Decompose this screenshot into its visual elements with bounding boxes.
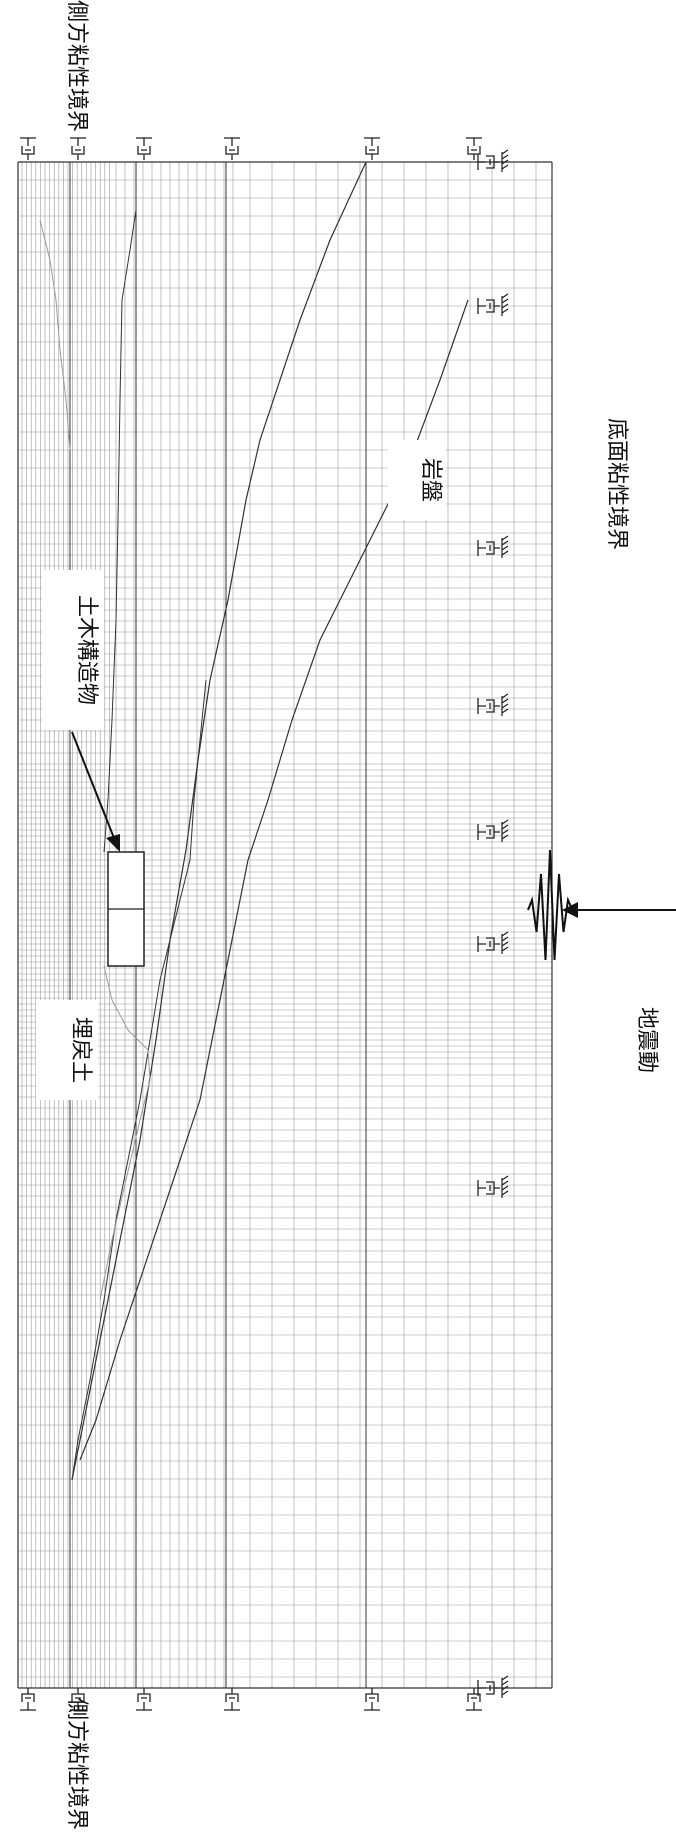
backfill-interface-lower [71,679,207,1481]
viscous-dashpot-icon [477,698,500,714]
structure-label: 土木構造物 [74,595,99,705]
viscous-dashpot-icon [224,137,240,160]
structure-label-box: 土木構造物 [42,570,104,730]
rock-interface-curve-2 [79,299,469,1461]
viscous-dashpot-icon [477,1180,500,1196]
viscous-dashpot-icon [466,1688,482,1711]
viscous-boundary-dashpots [20,137,509,1711]
viscous-dashpot-icon [477,540,500,556]
ground-hatch-icon [501,293,509,316]
viscous-dashpot-icon [477,154,500,170]
viscous-dashpot-icon [477,936,500,952]
ground-hatch-icon [501,819,509,842]
bedrock-label-box: 岩盤 [388,440,446,520]
viscous-dashpot-icon [477,1680,500,1696]
viscous-dashpot-icon [70,137,86,160]
side-boundary-label-bottom: 側方粘性境界 [64,1698,89,1830]
side-boundary-label-top: 側方粘性境界 [64,0,89,132]
viscous-dashpot-icon [70,1688,86,1711]
viscous-dashpot-icon [364,137,380,160]
fem-mesh [17,161,553,1689]
viscous-dashpot-icon [477,298,500,314]
ground-hatch-icon [501,535,509,558]
ground-motion-label: 地震動 [634,1007,659,1073]
backfill-interface-thin [99,965,151,1301]
backfill-label-box: 埋戻土 [36,1000,98,1100]
layer-boundary-curves [39,161,469,1481]
seismic-wave-icon [527,849,676,961]
backfill-interface-top [103,162,137,853]
bottom-boundary-label: 底面粘性境界 [604,418,629,550]
viscous-dashpot-icon [20,1688,36,1711]
bedrock-label: 岩盤 [418,458,443,502]
viscous-dashpot-icon [477,824,500,840]
viscous-dashpot-icon [466,137,482,160]
arrow-icon [71,731,120,852]
civil-structure [107,851,145,967]
viscous-dashpot-icon [364,1688,380,1711]
ground-hatch-icon [501,149,509,172]
ground-hatch-icon [501,931,509,954]
surface-thin-curve [39,219,71,451]
viscous-dashpot-icon [136,1688,152,1711]
backfill-label: 埋戻土 [68,1017,93,1083]
viscous-dashpot-icon [224,1688,240,1711]
ground-hatch-icon [501,1675,509,1698]
viscous-dashpot-icon [136,137,152,160]
ground-hatch-icon [501,693,509,716]
ground-hatch-icon [501,1175,509,1198]
viscous-dashpot-icon [20,137,36,160]
